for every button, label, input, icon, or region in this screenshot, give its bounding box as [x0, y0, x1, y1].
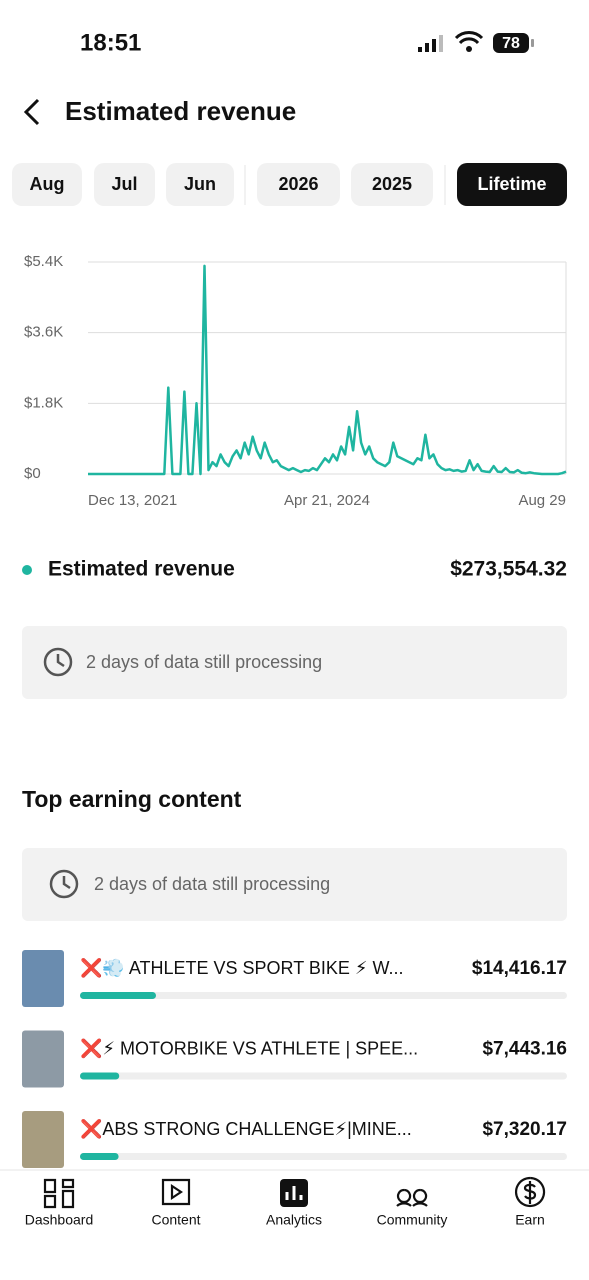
- page-title: Estimated revenue: [65, 96, 296, 126]
- y-tick-label: $5.4K: [24, 253, 63, 270]
- status-icons: [418, 31, 534, 53]
- thumbnail[interactable]: [22, 1111, 64, 1168]
- thumbnail[interactable]: [22, 1030, 64, 1088]
- nav-icon[interactable]: [161, 1178, 191, 1206]
- x-tick-label: Dec 13, 2021: [88, 492, 177, 509]
- nav-icon[interactable]: [396, 1188, 428, 1207]
- processing-box: [22, 626, 567, 699]
- processing-note: 2 days of data still processing: [86, 652, 322, 672]
- tab[interactable]: [94, 163, 155, 206]
- nav-label[interactable]: Analytics: [266, 1212, 322, 1228]
- tab[interactable]: [12, 163, 82, 206]
- summary-value: $273,554.32: [450, 558, 567, 581]
- summary-label: Estimated revenue: [48, 558, 235, 581]
- progress-track: [80, 992, 567, 999]
- x-tick-label: Apr 21, 2024: [284, 492, 370, 509]
- tab[interactable]: [351, 163, 433, 206]
- nav-icon[interactable]: [43, 1178, 75, 1209]
- processing-note: 2 days of data still processing: [94, 874, 330, 894]
- back-button[interactable]: [23, 98, 40, 126]
- progress-track: [80, 1072, 567, 1080]
- content-value: $7,443.16: [482, 1039, 567, 1060]
- nav-icon[interactable]: [514, 1176, 546, 1208]
- nav-icon-detail: [285, 1186, 303, 1200]
- nav-label[interactable]: Dashboard: [25, 1212, 94, 1228]
- nav-label[interactable]: Content: [151, 1212, 200, 1228]
- y-tick-label: $3.6K: [24, 324, 63, 341]
- content-title[interactable]: ❌ABS STRONG CHALLENGE⚡|MINE...: [80, 1118, 412, 1140]
- progress-bar: [80, 1153, 119, 1160]
- section-title: Top earning content: [22, 786, 242, 812]
- tab[interactable]: [457, 163, 567, 206]
- tab[interactable]: [257, 163, 340, 206]
- tab-label: Jul: [111, 174, 137, 194]
- battery-level: 78: [502, 35, 520, 52]
- content-value: $7,320.17: [482, 1119, 567, 1140]
- processing-box: [22, 848, 567, 921]
- revenue-line: [88, 264, 567, 476]
- tab-label: Lifetime: [477, 174, 546, 194]
- progress-bar: [80, 992, 156, 999]
- content-title[interactable]: ❌⚡ MOTORBIKE VS ATHLETE | SPEE...: [80, 1037, 418, 1059]
- nav-label[interactable]: Community: [377, 1212, 448, 1228]
- progress-bar: [80, 1072, 120, 1080]
- tab-label: 2025: [372, 174, 412, 194]
- tab[interactable]: [166, 163, 234, 206]
- status-time: 18:51: [80, 29, 141, 56]
- tab-label: Aug: [30, 174, 65, 194]
- x-tick-label: Aug 29: [518, 492, 566, 509]
- progress-track: [80, 1153, 567, 1160]
- y-tick-label: $0: [24, 465, 41, 482]
- legend-dot: [22, 565, 32, 575]
- nav-label[interactable]: Earn: [515, 1212, 545, 1228]
- y-tick-label: $1.8K: [24, 394, 63, 411]
- tab-label: 2026: [278, 174, 318, 194]
- content-value: $14,416.17: [472, 958, 567, 979]
- tab-label: Jun: [184, 174, 216, 194]
- content-title[interactable]: ❌💨 ATHLETE VS SPORT BIKE ⚡ W...: [80, 957, 404, 979]
- thumbnail[interactable]: [22, 950, 64, 1007]
